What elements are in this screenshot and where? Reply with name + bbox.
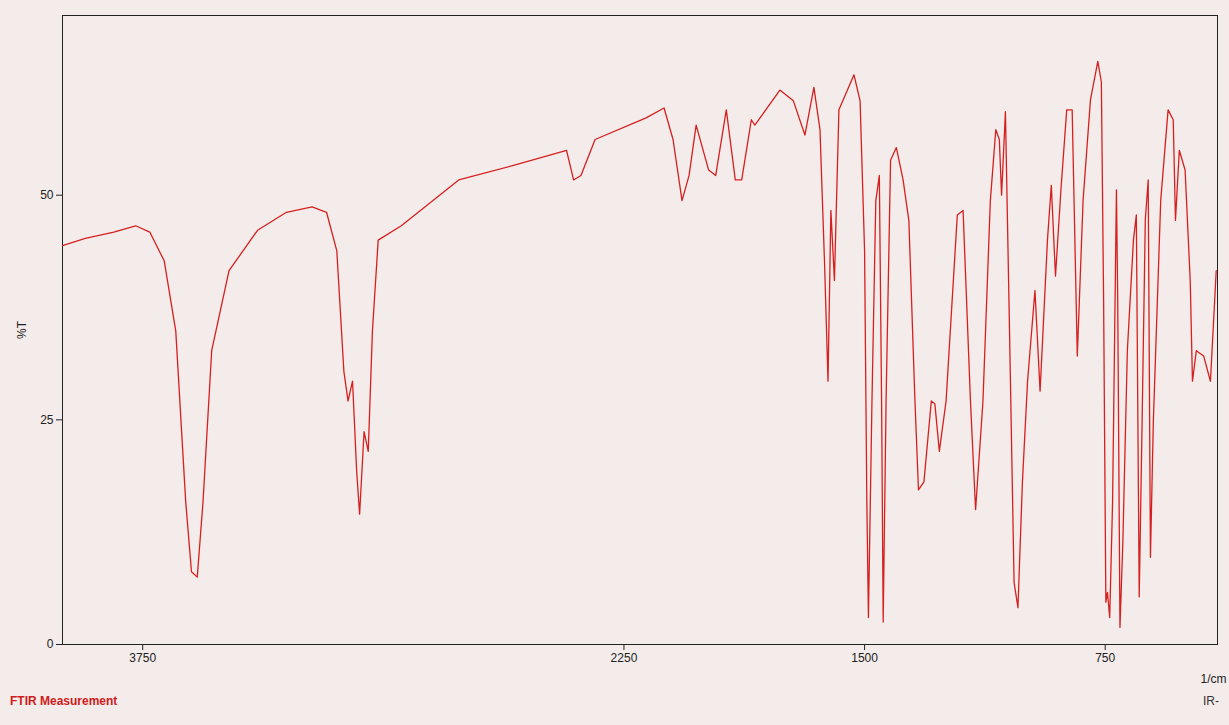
svg-text:1500: 1500 <box>851 651 878 665</box>
svg-text:2250: 2250 <box>611 651 638 665</box>
svg-text:1/cm: 1/cm <box>1200 672 1226 686</box>
svg-text:750: 750 <box>1095 651 1115 665</box>
svg-text:%T: %T <box>15 320 29 339</box>
svg-text:50: 50 <box>40 188 54 202</box>
html-text:FTIR Measurement: FTIR Measurement <box>10 694 118 708</box>
svg-text:25: 25 <box>40 413 54 427</box>
svg-text:3750: 3750 <box>129 651 156 665</box>
html-text:IR-: IR- <box>1203 694 1219 708</box>
svg-text:0: 0 <box>47 637 54 651</box>
